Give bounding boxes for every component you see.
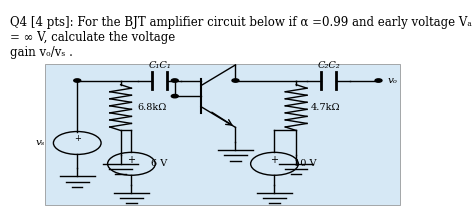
Text: 6 V: 6 V — [151, 159, 167, 168]
Text: +: + — [128, 155, 136, 165]
FancyBboxPatch shape — [45, 64, 400, 206]
Text: 4.7kΩ: 4.7kΩ — [310, 103, 340, 112]
Text: Q4 [4 pts]: For the BJT amplifier circuit below if α =0.99 and early voltage Vₐ : Q4 [4 pts]: For the BJT amplifier circui… — [10, 16, 472, 59]
Text: +: + — [271, 155, 279, 165]
Circle shape — [74, 79, 81, 82]
Text: 6.8kΩ: 6.8kΩ — [137, 103, 166, 112]
Circle shape — [171, 79, 178, 82]
Text: +: + — [74, 134, 81, 143]
Circle shape — [232, 79, 239, 82]
Circle shape — [171, 95, 178, 98]
Circle shape — [375, 79, 382, 82]
Text: 10 V: 10 V — [294, 159, 317, 168]
Text: C₁C₁: C₁C₁ — [148, 61, 171, 70]
Text: C₂C₂: C₂C₂ — [317, 61, 340, 70]
Text: vₛ: vₛ — [36, 138, 45, 147]
Text: vₒ: vₒ — [387, 76, 397, 85]
